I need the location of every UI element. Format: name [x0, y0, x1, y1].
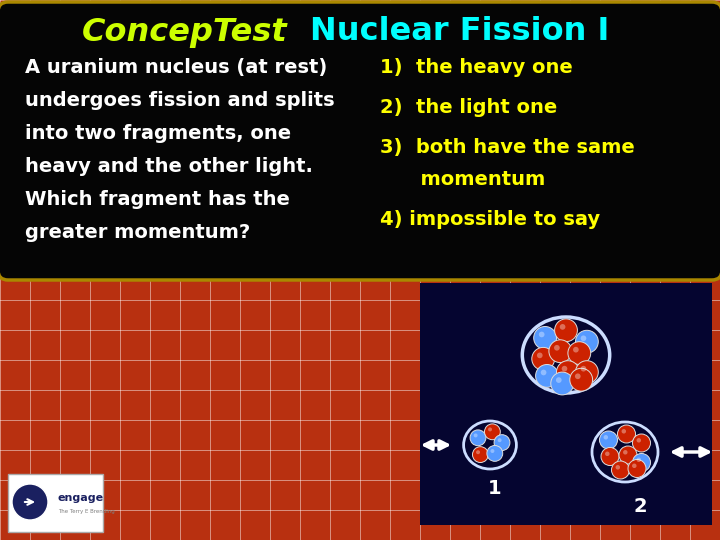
Circle shape — [490, 449, 495, 453]
Circle shape — [623, 450, 628, 455]
Circle shape — [532, 347, 554, 370]
Circle shape — [600, 431, 618, 449]
Circle shape — [570, 368, 593, 391]
Circle shape — [537, 353, 543, 358]
Text: greater momentum?: greater momentum? — [25, 223, 251, 242]
Circle shape — [575, 330, 598, 353]
Text: Nuclear Fission I: Nuclear Fission I — [310, 17, 610, 48]
Text: ConcepTest: ConcepTest — [82, 17, 288, 48]
Circle shape — [536, 364, 559, 387]
Circle shape — [632, 463, 636, 468]
Circle shape — [498, 438, 502, 442]
Text: 4) impossible to say: 4) impossible to say — [380, 210, 600, 229]
Circle shape — [474, 434, 477, 437]
Circle shape — [494, 435, 510, 450]
Circle shape — [556, 377, 562, 383]
Circle shape — [485, 424, 500, 440]
Circle shape — [636, 438, 641, 443]
Text: 2: 2 — [633, 496, 647, 516]
Circle shape — [554, 345, 559, 350]
Circle shape — [534, 327, 557, 349]
Circle shape — [628, 460, 646, 477]
Circle shape — [476, 450, 480, 454]
Circle shape — [487, 446, 503, 461]
Circle shape — [541, 370, 546, 375]
Bar — [8, 474, 103, 532]
Circle shape — [618, 425, 636, 443]
Text: 1: 1 — [488, 478, 502, 498]
Text: 2)  the light one: 2) the light one — [380, 98, 557, 117]
Text: momentum: momentum — [380, 170, 545, 189]
Text: 1)  the heavy one: 1) the heavy one — [380, 58, 572, 77]
Circle shape — [575, 374, 580, 379]
Text: engage: engage — [58, 493, 104, 503]
Circle shape — [549, 340, 572, 362]
FancyArrowPatch shape — [674, 448, 708, 456]
FancyBboxPatch shape — [0, 2, 720, 280]
Circle shape — [559, 324, 565, 330]
Text: into two fragments, one: into two fragments, one — [25, 124, 291, 143]
Circle shape — [554, 319, 577, 342]
Circle shape — [580, 335, 586, 341]
FancyArrowPatch shape — [425, 441, 447, 449]
Circle shape — [539, 332, 544, 338]
Text: The Terry E Brendlng: The Terry E Brendlng — [58, 510, 114, 515]
Circle shape — [575, 361, 598, 383]
Circle shape — [568, 342, 590, 364]
Circle shape — [611, 461, 629, 479]
Circle shape — [605, 451, 610, 456]
Circle shape — [601, 448, 619, 465]
Bar — [420, 283, 712, 525]
Circle shape — [580, 366, 586, 372]
Circle shape — [636, 457, 641, 462]
Text: heavy and the other light.: heavy and the other light. — [25, 157, 313, 176]
Circle shape — [12, 484, 48, 520]
Circle shape — [470, 430, 486, 446]
Text: A uranium nucleus (at rest): A uranium nucleus (at rest) — [25, 58, 328, 77]
Circle shape — [488, 428, 492, 431]
Circle shape — [472, 447, 488, 463]
Circle shape — [621, 429, 626, 434]
Text: Which fragment has the: Which fragment has the — [25, 190, 290, 209]
Text: undergoes fission and splits: undergoes fission and splits — [25, 91, 335, 110]
Circle shape — [551, 372, 574, 395]
Circle shape — [632, 454, 650, 471]
Circle shape — [557, 361, 580, 383]
Circle shape — [619, 446, 637, 464]
Circle shape — [573, 347, 579, 353]
Circle shape — [616, 465, 620, 470]
Circle shape — [562, 366, 567, 372]
Circle shape — [603, 435, 608, 440]
Circle shape — [632, 434, 650, 452]
Text: 3)  both have the same: 3) both have the same — [380, 138, 635, 157]
